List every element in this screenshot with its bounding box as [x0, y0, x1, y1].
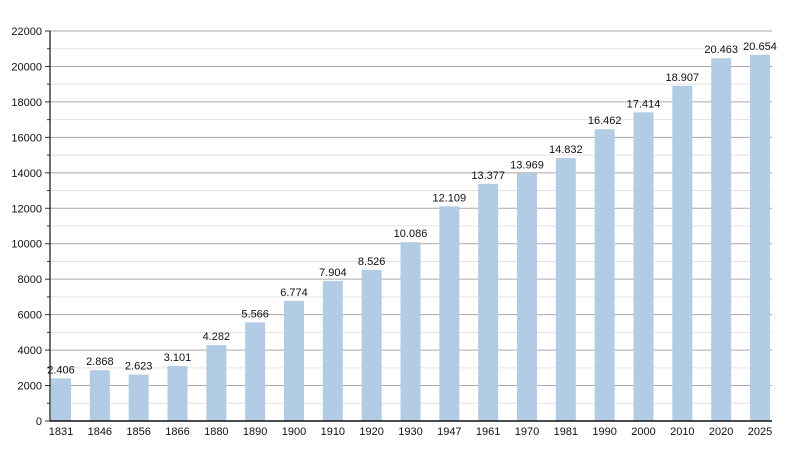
bar-value-label: 4.282: [203, 331, 231, 343]
x-tick-label: 1846: [88, 426, 112, 438]
y-tick-label: 2000: [18, 381, 42, 393]
bar: [361, 269, 382, 421]
bar-value-label: 8.526: [358, 256, 386, 268]
x-tick-label: 2010: [670, 426, 694, 438]
bar-value-label: 6.774: [280, 287, 308, 299]
y-tick-label: 8000: [18, 274, 42, 286]
x-tick-label: 1856: [126, 426, 150, 438]
y-tick-label: 16000: [11, 132, 42, 144]
x-tick-label: 1961: [476, 426, 500, 438]
y-tick-label: 18000: [11, 97, 42, 109]
bar-value-label: 5.566: [241, 308, 269, 320]
x-tick-label: 1947: [437, 426, 461, 438]
bar: [206, 345, 227, 421]
bar-value-label: 14.832: [549, 144, 583, 156]
y-tick-label: 22000: [11, 26, 42, 38]
x-tick-label: 1970: [515, 426, 539, 438]
bar: [672, 85, 693, 422]
bar: [89, 370, 110, 421]
x-tick-label: 1831: [49, 426, 73, 438]
bar: [400, 242, 421, 421]
x-tick-label: 1880: [204, 426, 228, 438]
bar: [128, 374, 149, 421]
y-tick-label: 12000: [11, 203, 42, 215]
bar: [594, 129, 615, 421]
bar: [439, 206, 460, 421]
bar-value-label: 20.463: [704, 44, 738, 56]
bar: [633, 112, 654, 421]
bar-value-label: 12.109: [433, 192, 467, 204]
bar-value-label: 2.868: [86, 356, 114, 368]
bar: [711, 58, 732, 421]
bar: [555, 158, 576, 421]
bar: [478, 183, 499, 421]
bar: [167, 366, 188, 421]
y-tick-label: 6000: [18, 310, 42, 322]
x-tick-label: 1890: [243, 426, 267, 438]
y-tick-label: 14000: [11, 168, 42, 180]
bar-value-label: 7.904: [319, 267, 347, 279]
y-tick-label: 4000: [18, 345, 42, 357]
x-tick-label: 1930: [398, 426, 422, 438]
x-tick-label: 2020: [709, 426, 733, 438]
bar-value-label: 17.414: [627, 98, 661, 110]
bar-value-label: 13.969: [510, 159, 544, 171]
bar: [245, 322, 266, 421]
x-tick-label: 1990: [592, 426, 616, 438]
bar-value-label: 18.907: [666, 72, 700, 84]
y-tick-label: 20000: [11, 61, 42, 73]
x-tick-label: 1900: [282, 426, 306, 438]
bar-value-label: 13.377: [471, 170, 505, 182]
x-tick-label: 2000: [631, 426, 655, 438]
x-tick-label: 1981: [554, 426, 578, 438]
bar-value-label: 2.406: [47, 364, 75, 376]
x-tick-label: 1910: [321, 426, 345, 438]
bar: [517, 173, 537, 421]
bar-value-label: 20.654: [743, 41, 777, 53]
bar-value-label: 10.086: [394, 228, 428, 240]
bar: [284, 300, 304, 421]
bar-value-label: 2.623: [125, 361, 153, 373]
y-tick-label: 0: [36, 416, 42, 428]
x-tick-label: 1920: [359, 426, 383, 438]
bar-value-label: 3.101: [164, 352, 192, 364]
bar: [750, 54, 770, 422]
y-tick-label: 10000: [11, 239, 42, 251]
x-tick-label: 2025: [748, 426, 772, 438]
bar: [51, 378, 71, 421]
bar-value-label: 16.462: [588, 115, 622, 127]
x-tick-label: 1866: [165, 426, 189, 438]
bar: [322, 280, 343, 421]
